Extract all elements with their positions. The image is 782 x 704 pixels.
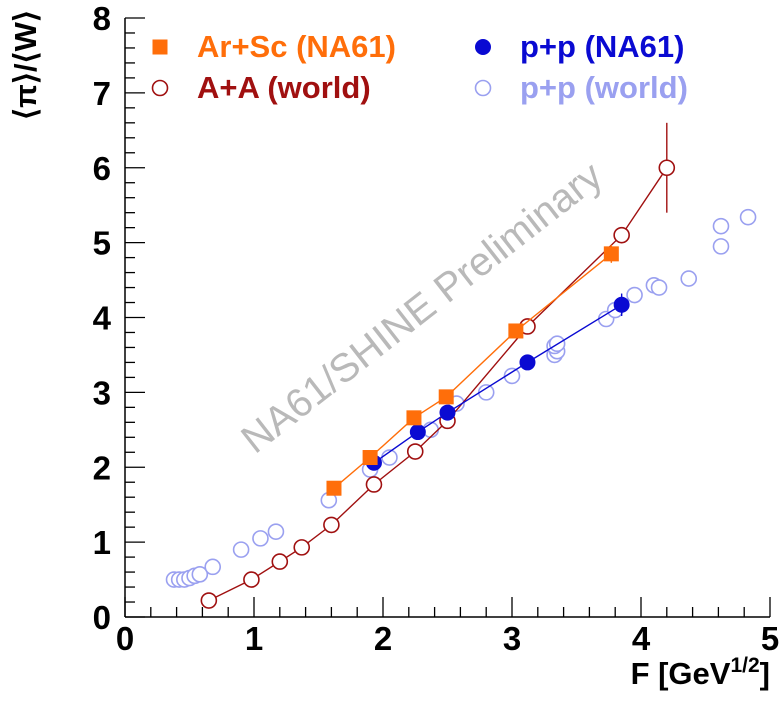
- data-point: [603, 246, 619, 262]
- y-tick-label: 8: [93, 0, 111, 37]
- legend-marker: [151, 79, 169, 97]
- series-a-a-world: [200, 122, 676, 609]
- x-tick-label: 0: [116, 620, 134, 657]
- watermark-text: NA61/SHINE Preliminary: [233, 154, 610, 462]
- data-point: [712, 217, 730, 235]
- data-point: [613, 296, 630, 313]
- data-point: [680, 270, 698, 287]
- legend-item: Ar+Sc (NA61): [152, 29, 396, 64]
- x-tick-label: 3: [503, 620, 521, 657]
- data-point: [409, 424, 426, 441]
- data-point: [200, 592, 218, 609]
- data-point: [712, 238, 730, 255]
- data-point: [365, 476, 383, 493]
- y-axis-title: ⟨π⟩/⟨W⟩: [8, 10, 43, 120]
- data-point: [739, 208, 757, 226]
- y-tick-label: 1: [93, 524, 111, 561]
- legend-label: p+p (NA61): [520, 29, 685, 64]
- data-point: [406, 443, 424, 460]
- data-point: [323, 516, 340, 534]
- series-ar-sc-na61: [326, 244, 619, 496]
- data-point: [243, 571, 260, 588]
- data-point: [362, 450, 378, 466]
- data-point: [438, 389, 454, 405]
- axes: 0 1 2 3 4 5 0 1 2 3 4 5 6 7 8: [93, 0, 780, 657]
- legend-label: Ar+Sc (NA61): [197, 29, 396, 64]
- legend-marker: [474, 79, 492, 97]
- x-axis-title-end: ]: [760, 656, 770, 691]
- data-point: [326, 480, 342, 496]
- data-point: [232, 541, 250, 558]
- data-point: [271, 553, 289, 570]
- y-tick-label: 0: [93, 599, 111, 636]
- data-point: [267, 523, 285, 540]
- y-tick-label: 3: [93, 374, 111, 411]
- data-point: [519, 354, 536, 371]
- axis-titles: F [GeV1/2] ⟨π⟩/⟨W⟩: [8, 10, 770, 691]
- x-tick-label: 2: [374, 620, 392, 657]
- data-point: [613, 226, 630, 244]
- y-tick-label: 7: [93, 75, 111, 112]
- y-tick-label: 6: [93, 150, 111, 187]
- x-axis-title-superscript: 1/2: [730, 654, 759, 677]
- data-point: [626, 286, 643, 304]
- legend-item: p+p (world): [474, 70, 688, 105]
- y-tick-label: 2: [93, 449, 111, 486]
- data-point: [406, 410, 422, 426]
- legend-label: A+A (world): [197, 70, 371, 105]
- data-point: [658, 159, 676, 177]
- data-point: [439, 404, 456, 421]
- y-tick-label: 4: [93, 300, 112, 337]
- legend-item: A+A (world): [151, 70, 371, 105]
- x-axis-title-main: F [GeV: [631, 656, 731, 691]
- legend-marker: [152, 39, 168, 55]
- data-point: [508, 323, 524, 339]
- data-point: [191, 566, 209, 583]
- data-point: [252, 530, 269, 547]
- watermark-layer: NA61/SHINE Preliminary: [233, 154, 610, 462]
- legend-label: p+p (world): [520, 70, 688, 105]
- x-tick-label: 1: [245, 620, 263, 657]
- x-tick-label: 5: [761, 620, 779, 657]
- x-axis-title: F [GeV1/2]: [631, 654, 770, 691]
- data-marks: [165, 122, 757, 609]
- x-tick-label: 4: [632, 620, 651, 657]
- data-point: [503, 367, 521, 385]
- data-point: [293, 539, 311, 556]
- legend-item: p+p (NA61): [475, 29, 685, 64]
- data-point: [204, 558, 222, 576]
- legend-marker: [475, 39, 491, 55]
- y-tick-label: 5: [93, 225, 111, 262]
- data-point: [650, 279, 668, 296]
- legend: Ar+Sc (NA61) p+p (NA61) A+A (world) p+p (wo…: [151, 29, 688, 105]
